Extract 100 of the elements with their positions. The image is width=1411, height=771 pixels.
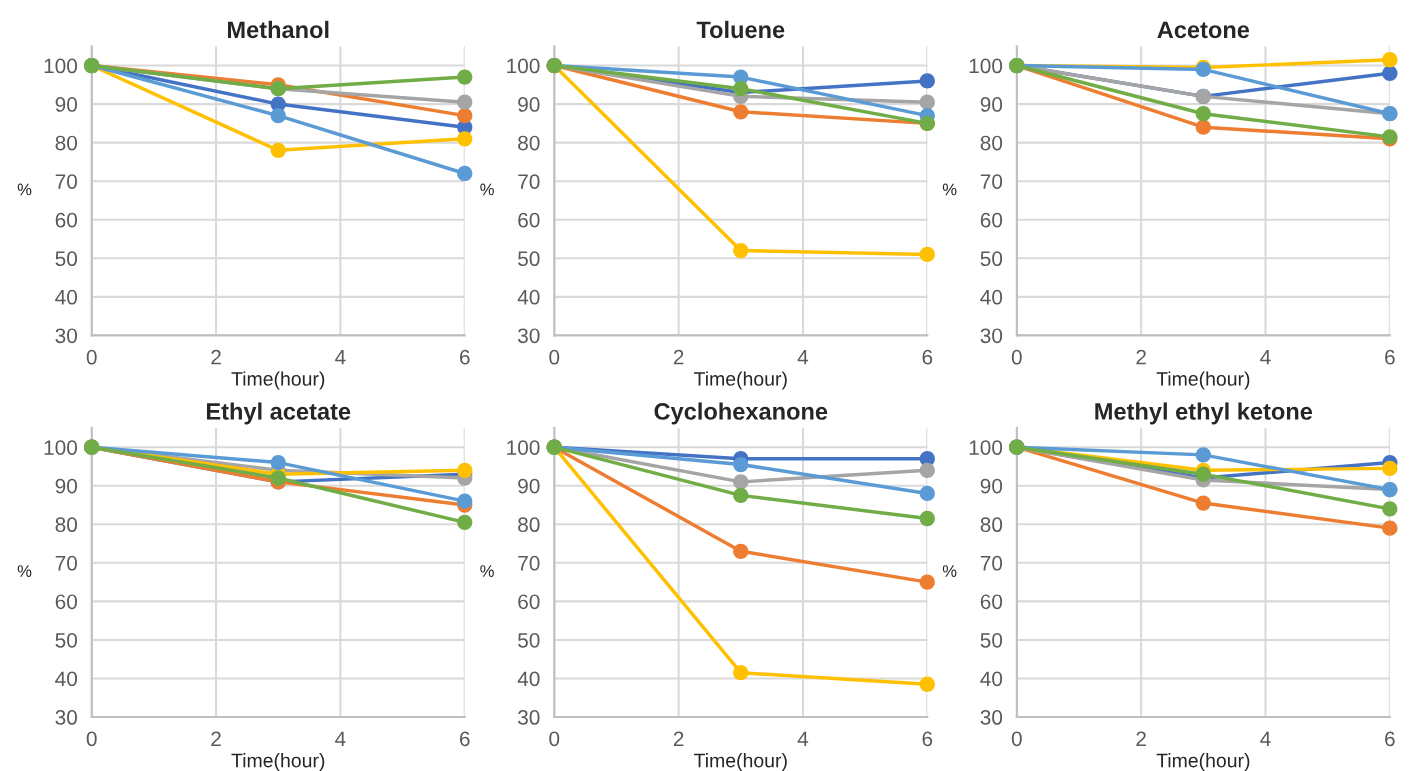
y-axis-title: % — [17, 183, 32, 196]
point — [733, 81, 749, 97]
chart-title: Methanol — [228, 20, 329, 39]
x-tick-label: 2 — [1136, 349, 1146, 365]
y-tick-label: 30 — [980, 710, 1003, 725]
y-tick-label: 50 — [980, 632, 1003, 648]
y-axis-title: % — [942, 565, 957, 577]
y-tick-label: 100 — [507, 440, 540, 455]
x-tick-label: 4 — [797, 731, 809, 747]
y-tick-label: 60 — [55, 594, 78, 610]
point — [919, 510, 935, 527]
y-tick-label: 80 — [518, 135, 540, 151]
x-tick-label: 6 — [460, 731, 470, 747]
chart-title: Toluene — [696, 20, 785, 39]
x-tick-label: 2 — [673, 349, 684, 365]
x-tick-label: 0 — [549, 731, 560, 747]
x-tick-label: 6 — [460, 349, 470, 365]
point — [457, 462, 473, 478]
x-tick-label: 6 — [922, 731, 933, 747]
point — [1382, 501, 1398, 517]
y-tick-label: 100 — [507, 58, 540, 74]
point — [457, 69, 473, 85]
x-axis-title: Time(hour) — [231, 371, 325, 390]
point — [457, 493, 473, 509]
y-tick-label: 40 — [980, 289, 1003, 305]
y-tick-label: 70 — [55, 555, 78, 571]
y-tick-label: 100 — [44, 58, 78, 74]
y-tick-label: 100 — [969, 440, 1003, 455]
point — [457, 514, 473, 530]
y-tick-label: 70 — [55, 174, 78, 189]
x-tick-label: 0 — [86, 349, 97, 365]
y-tick-label: 80 — [980, 517, 1003, 533]
x-tick-label: 6 — [1385, 731, 1395, 747]
point — [733, 456, 749, 473]
y-tick-label: 80 — [55, 135, 78, 151]
point — [457, 94, 473, 110]
point — [270, 470, 286, 486]
x-tick-label: 0 — [1011, 349, 1022, 365]
y-tick-label: 80 — [980, 135, 1003, 151]
x-axis-title: Time(hour) — [694, 753, 787, 771]
x-tick-label: 0 — [86, 731, 97, 747]
y-tick-label: 100 — [44, 440, 78, 455]
y-tick-label: 50 — [55, 251, 78, 267]
point — [1382, 520, 1398, 536]
x-tick-label: 4 — [1260, 350, 1271, 365]
x-axis-title: Time(hour) — [1156, 753, 1250, 771]
y-tick-label: 100 — [969, 58, 1003, 74]
point — [733, 474, 749, 490]
point — [733, 242, 749, 259]
point — [733, 665, 749, 681]
chart-title: Cyclohexanone — [654, 402, 828, 425]
chart-title: Methyl ethyl ketone — [1095, 402, 1313, 425]
y-tick-label: 30 — [980, 328, 1003, 344]
point — [733, 543, 749, 559]
y-tick-label: 90 — [980, 478, 1003, 494]
y-tick-label: 90 — [55, 97, 78, 112]
point — [270, 108, 286, 124]
point — [919, 73, 935, 89]
y-tick-label: 40 — [517, 289, 540, 305]
y-tick-label: 40 — [55, 289, 78, 305]
y-tick-label: 70 — [518, 555, 540, 571]
y-tick-label: 60 — [980, 594, 1003, 610]
y-tick-label: 30 — [518, 710, 540, 725]
x-tick-label: 6 — [922, 349, 933, 365]
point — [919, 485, 935, 502]
y-axis-title: % — [942, 183, 957, 196]
x-axis-title: Time(hour) — [231, 753, 325, 771]
point — [1195, 119, 1211, 135]
y-tick-label: 30 — [55, 328, 78, 344]
y-tick-label: 60 — [55, 212, 78, 228]
y-axis-title: % — [17, 565, 32, 577]
y-tick-label: 60 — [980, 212, 1003, 228]
x-tick-label: 2 — [1136, 731, 1146, 747]
y-tick-label: 60 — [518, 594, 540, 610]
x-tick-label: 2 — [211, 349, 221, 365]
point — [733, 104, 749, 120]
point — [1195, 447, 1211, 463]
y-tick-label: 40 — [517, 671, 540, 687]
x-tick-label: 6 — [1385, 349, 1395, 365]
point — [919, 94, 935, 110]
y-axis-title: % — [480, 183, 494, 196]
x-tick-label: 0 — [549, 349, 560, 365]
point — [733, 487, 749, 504]
y-tick-label: 50 — [518, 632, 540, 648]
point — [1382, 460, 1398, 477]
y-tick-label: 50 — [980, 251, 1003, 267]
y-tick-label: 90 — [518, 97, 540, 112]
x-tick-label: 4 — [335, 350, 346, 365]
point — [919, 574, 935, 590]
x-tick-label: 4 — [797, 350, 809, 365]
chart-title: Ethyl acetate — [206, 402, 351, 425]
y-tick-label: 50 — [518, 251, 540, 267]
point — [1195, 466, 1211, 482]
y-tick-label: 70 — [518, 174, 540, 189]
y-tick-label: 80 — [55, 517, 78, 533]
point — [457, 165, 473, 182]
point — [1382, 65, 1398, 81]
x-tick-label: 2 — [211, 731, 221, 747]
x-tick-label: 0 — [1011, 731, 1022, 747]
point — [1195, 495, 1211, 511]
